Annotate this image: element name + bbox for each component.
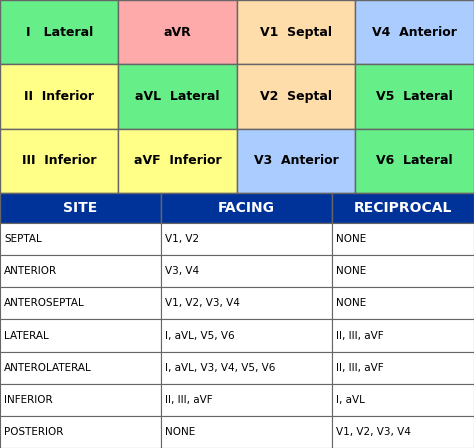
Bar xyxy=(356,65,474,129)
Text: INFERIOR: INFERIOR xyxy=(4,395,53,405)
Bar xyxy=(0,129,118,193)
Text: aVR: aVR xyxy=(164,26,191,39)
Text: V5  Lateral: V5 Lateral xyxy=(376,90,453,103)
Bar xyxy=(332,416,474,448)
Text: V3, V4: V3, V4 xyxy=(165,266,199,276)
Text: NONE: NONE xyxy=(165,427,195,437)
Text: II, III, aVF: II, III, aVF xyxy=(336,331,383,340)
Bar xyxy=(0,255,161,287)
Text: ANTEROLATERAL: ANTEROLATERAL xyxy=(4,362,92,373)
Bar xyxy=(0,193,161,223)
Bar xyxy=(237,0,356,65)
Bar xyxy=(332,352,474,384)
Text: aVL  Lateral: aVL Lateral xyxy=(136,90,220,103)
Text: V6  Lateral: V6 Lateral xyxy=(376,154,453,168)
Bar xyxy=(0,416,161,448)
Bar xyxy=(118,129,237,193)
Bar xyxy=(161,287,332,319)
Bar xyxy=(161,193,332,223)
Text: V1, V2, V3, V4: V1, V2, V3, V4 xyxy=(165,298,240,308)
Text: aVF  Inferior: aVF Inferior xyxy=(134,154,221,168)
Bar xyxy=(118,65,237,129)
Bar xyxy=(0,0,118,65)
Text: NONE: NONE xyxy=(336,266,366,276)
Bar xyxy=(237,129,356,193)
Text: III  Inferior: III Inferior xyxy=(22,154,97,168)
Text: I, aVL, V5, V6: I, aVL, V5, V6 xyxy=(165,331,235,340)
Text: LATERAL: LATERAL xyxy=(4,331,49,340)
Text: V1  Septal: V1 Septal xyxy=(260,26,332,39)
Bar xyxy=(0,65,118,129)
Text: II, III, aVF: II, III, aVF xyxy=(336,362,383,373)
Bar xyxy=(332,223,474,255)
Bar xyxy=(0,319,161,352)
Bar xyxy=(0,352,161,384)
Bar xyxy=(332,255,474,287)
Bar xyxy=(356,129,474,193)
Text: V2  Septal: V2 Septal xyxy=(260,90,332,103)
Bar xyxy=(237,65,356,129)
Text: FACING: FACING xyxy=(218,201,275,215)
Text: POSTERIOR: POSTERIOR xyxy=(4,427,64,437)
Bar xyxy=(332,193,474,223)
Bar xyxy=(161,384,332,416)
Text: NONE: NONE xyxy=(336,234,366,244)
Bar xyxy=(0,287,161,319)
Text: SEPTAL: SEPTAL xyxy=(4,234,42,244)
Text: NONE: NONE xyxy=(336,298,366,308)
Text: V3  Anterior: V3 Anterior xyxy=(254,154,338,168)
Text: I   Lateral: I Lateral xyxy=(26,26,93,39)
Text: ANTERIOR: ANTERIOR xyxy=(4,266,57,276)
Bar xyxy=(161,223,332,255)
Text: RECIPROCAL: RECIPROCAL xyxy=(354,201,452,215)
Text: II, III, aVF: II, III, aVF xyxy=(165,395,213,405)
Bar xyxy=(0,384,161,416)
Bar xyxy=(356,0,474,65)
Bar xyxy=(332,287,474,319)
Bar xyxy=(332,319,474,352)
Bar xyxy=(161,416,332,448)
Bar xyxy=(161,319,332,352)
Bar xyxy=(161,255,332,287)
Text: V1, V2, V3, V4: V1, V2, V3, V4 xyxy=(336,427,410,437)
Text: V4  Anterior: V4 Anterior xyxy=(372,26,457,39)
Bar xyxy=(118,0,237,65)
Text: II  Inferior: II Inferior xyxy=(24,90,94,103)
Bar xyxy=(332,384,474,416)
Bar xyxy=(0,223,161,255)
Text: V1, V2: V1, V2 xyxy=(165,234,199,244)
Bar xyxy=(161,352,332,384)
Text: I, aVL, V3, V4, V5, V6: I, aVL, V3, V4, V5, V6 xyxy=(165,362,275,373)
Text: ANTEROSEPTAL: ANTEROSEPTAL xyxy=(4,298,85,308)
Text: I, aVL: I, aVL xyxy=(336,395,365,405)
Text: SITE: SITE xyxy=(64,201,98,215)
